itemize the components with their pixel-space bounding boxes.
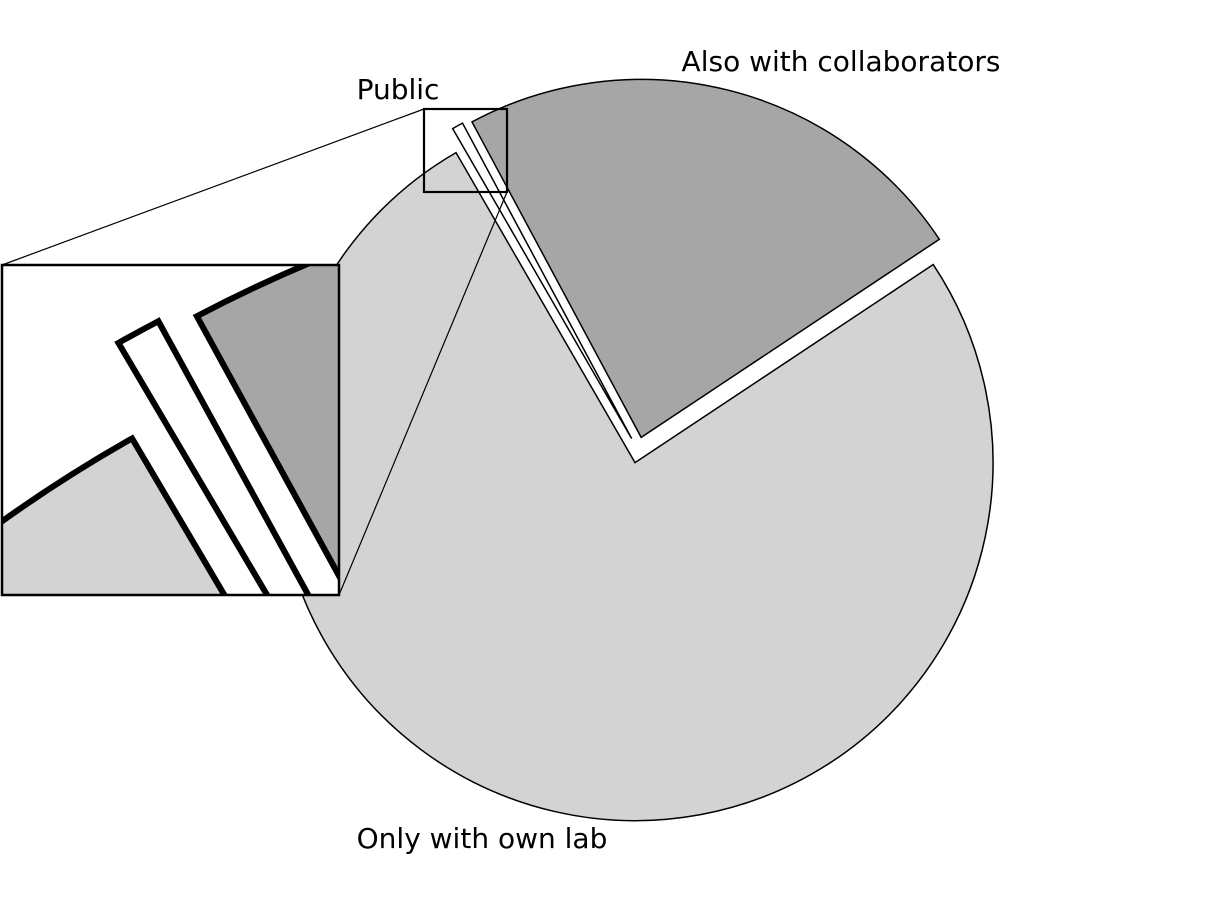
label-only-with-own-lab: Only with own lab (357, 822, 608, 855)
label-public: Public (357, 73, 440, 106)
pie-slices (277, 79, 993, 820)
label-also-with-collaborators: Also with collaborators (682, 45, 1001, 78)
